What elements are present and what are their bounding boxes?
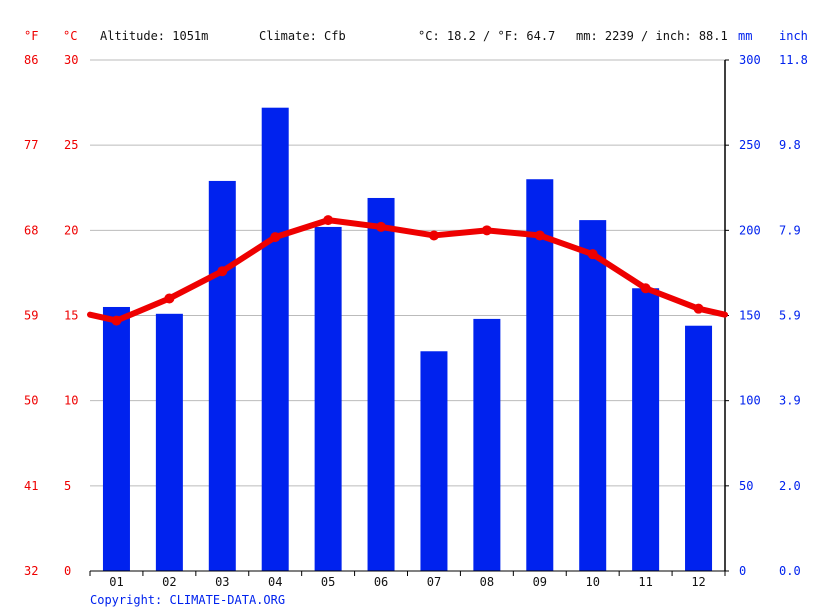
temperature-line-path [90,220,725,320]
precipitation-bars [103,108,712,571]
celsius-tick-label: 30 [64,53,78,67]
celsius-tick-label: 0 [64,564,71,578]
precipitation-bar [315,227,342,571]
inch-tick-label: 3.9 [779,394,801,408]
temperature-point [482,225,492,235]
precipitation-bar [473,319,500,571]
mm-tick-label: 250 [739,138,761,152]
inch-tick-label: 11.8 [779,53,808,67]
temperature-point [429,230,439,240]
precipitation-bar [579,220,606,571]
precipitation-bar [156,314,183,571]
mm-unit-label: mm [738,29,752,43]
fahrenheit-tick-label: 77 [24,138,38,152]
precipitation-total-label: mm: 2239 / inch: 88.1 [576,29,728,43]
precipitation-bar [103,307,130,571]
month-tick-label: 12 [691,575,705,589]
fahrenheit-tick-label: 50 [24,394,38,408]
month-tick-label: 07 [427,575,441,589]
inch-tick-label: 5.9 [779,309,801,323]
temperature-line [90,215,725,325]
temperature-point [588,249,598,259]
mm-tick-label: 0 [739,564,746,578]
temperature-point [164,293,174,303]
fahrenheit-unit-label: °F [24,29,38,43]
gridlines [90,60,725,486]
month-tick-label: 03 [215,575,229,589]
celsius-unit-label: °C [63,29,77,43]
temperature-point [376,222,386,232]
precipitation-bar [685,326,712,571]
inch-tick-label: 2.0 [779,479,801,493]
climate-label: Climate: Cfb [259,29,346,43]
celsius-tick-label: 20 [64,223,78,237]
temperature-average-label: °C: 18.2 / °F: 64.7 [418,29,555,43]
mm-tick-label: 300 [739,53,761,67]
inch-tick-label: 7.9 [779,223,801,237]
month-tick-label: 11 [638,575,652,589]
month-tick-label: 04 [268,575,282,589]
precipitation-bar [262,108,289,571]
mm-tick-label: 50 [739,479,753,493]
month-tick-label: 08 [480,575,494,589]
precipitation-bar [209,181,236,571]
temperature-point [270,232,280,242]
copyright-label: Copyright: CLIMATE-DATA.ORG [90,593,285,607]
celsius-tick-label: 10 [64,394,78,408]
mm-tick-label: 200 [739,223,761,237]
inch-tick-label: 9.8 [779,138,801,152]
precipitation-bar [368,198,395,571]
inch-tick-label: 0.0 [779,564,801,578]
temperature-point [641,283,651,293]
mm-tick-label: 150 [739,309,761,323]
temperature-point [217,266,227,276]
temperature-point [535,230,545,240]
fahrenheit-tick-label: 68 [24,223,38,237]
temperature-point [694,304,704,314]
precipitation-bar [420,351,447,571]
precipitation-bar [632,288,659,571]
month-tick-label: 05 [321,575,335,589]
month-tick-label: 10 [585,575,599,589]
fahrenheit-tick-label: 41 [24,479,38,493]
month-tick-label: 02 [162,575,176,589]
fahrenheit-tick-label: 59 [24,309,38,323]
fahrenheit-tick-label: 86 [24,53,38,67]
inch-unit-label: inch [779,29,808,43]
celsius-tick-label: 25 [64,138,78,152]
month-tick-label: 01 [109,575,123,589]
celsius-tick-label: 5 [64,479,71,493]
temperature-point [323,215,333,225]
mm-tick-label: 100 [739,394,761,408]
month-tick-label: 06 [374,575,388,589]
month-tick-label: 09 [533,575,547,589]
temperature-point [111,316,121,326]
altitude-label: Altitude: 1051m [100,29,208,43]
fahrenheit-tick-label: 32 [24,564,38,578]
celsius-tick-label: 15 [64,309,78,323]
